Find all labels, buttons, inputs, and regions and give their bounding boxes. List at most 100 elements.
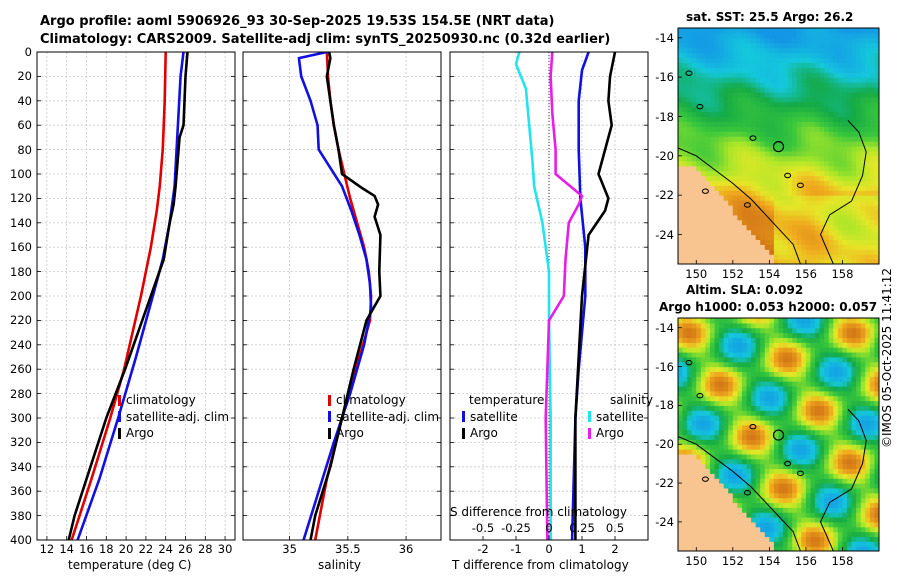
- map-cell: [723, 332, 729, 339]
- map-cell: [815, 57, 821, 64]
- map-cell: [815, 405, 821, 411]
- y-tick-label: 380: [10, 508, 32, 523]
- map-cell: [700, 439, 707, 445]
- map-cell: [682, 453, 688, 460]
- map-cell: [778, 439, 784, 445]
- panel-frame: [449, 51, 649, 541]
- map-cell: [691, 160, 697, 167]
- map-cell: [741, 72, 748, 78]
- map-cell: [714, 47, 720, 54]
- map-cell: [719, 57, 725, 64]
- map-cell: [801, 32, 807, 39]
- map-cell: [778, 453, 784, 460]
- map-cell: [819, 512, 825, 518]
- map-cell: [837, 400, 844, 406]
- map-cell: [819, 67, 825, 73]
- map-cell: [796, 390, 802, 397]
- map-cell: [746, 32, 752, 39]
- map-cell: [719, 165, 725, 172]
- map-cell: [760, 209, 766, 216]
- map-cell: [760, 121, 766, 127]
- map-cell: [714, 415, 720, 421]
- coastline: [678, 435, 801, 551]
- map-cell: [737, 209, 743, 216]
- map-cell: [705, 395, 711, 402]
- map-cell: [796, 512, 802, 518]
- map-cell: [828, 111, 834, 118]
- map-cell: [751, 478, 757, 484]
- map-cell: [833, 87, 839, 93]
- map-cell: [696, 337, 702, 343]
- map-cell: [769, 87, 775, 93]
- map-cell: [773, 121, 780, 127]
- y-tick-label: 240: [10, 337, 32, 352]
- map-cell: [769, 453, 775, 460]
- map-cell: [833, 327, 839, 334]
- map-cell: [869, 487, 876, 494]
- map-cell: [769, 385, 775, 392]
- map-cell: [714, 244, 720, 250]
- map-cell: [700, 405, 707, 411]
- map-cell: [824, 492, 830, 499]
- map-cell: [805, 254, 812, 260]
- map-cell: [751, 497, 757, 504]
- map-cell: [833, 517, 839, 523]
- map-cell: [874, 37, 879, 44]
- map-cell: [687, 337, 693, 343]
- map-cell: [687, 322, 693, 329]
- map-cell: [705, 126, 711, 132]
- map-cell: [741, 249, 748, 255]
- map-cell: [842, 82, 848, 88]
- map-cell: [719, 32, 725, 39]
- map-cell: [678, 37, 684, 44]
- map-cell: [732, 57, 738, 64]
- map-cell: [755, 87, 761, 93]
- map-cell: [847, 468, 853, 474]
- map-cell: [705, 390, 711, 397]
- map-cell: [682, 28, 688, 34]
- map-cell: [696, 531, 702, 538]
- map-cell: [778, 131, 784, 137]
- map-cell: [869, 439, 876, 445]
- map-cell: [691, 405, 697, 411]
- map-cell: [719, 424, 725, 431]
- map-cell: [760, 180, 766, 186]
- map-cell: [737, 91, 743, 98]
- map-cell: [737, 327, 743, 334]
- map-cell: [815, 512, 821, 518]
- map-cell: [769, 351, 775, 358]
- map-cell: [865, 224, 871, 231]
- map-cell: [687, 229, 693, 236]
- map-cell: [792, 351, 798, 358]
- map-cell: [847, 385, 853, 392]
- map-cell: [824, 244, 830, 250]
- map-cell: [682, 205, 688, 211]
- map-cell: [678, 521, 684, 528]
- map-cell: [815, 82, 821, 88]
- map-cell: [764, 381, 770, 387]
- map-cell: [723, 405, 729, 411]
- map-cell: [810, 190, 816, 196]
- map-cell: [705, 146, 711, 152]
- map-cell: [755, 52, 761, 59]
- map-cell: [851, 385, 857, 392]
- map-cell: [787, 405, 793, 411]
- map-cell: [696, 259, 702, 264]
- map-cell: [828, 96, 834, 103]
- map-cell: [746, 546, 752, 551]
- map-cell: [746, 219, 752, 226]
- map-cell: [691, 165, 697, 172]
- map-cell: [837, 52, 844, 59]
- map-cell: [856, 361, 862, 368]
- map-cell: [732, 371, 738, 377]
- map-cell: [728, 121, 734, 127]
- map-cell: [691, 116, 697, 123]
- map-cell: [691, 390, 697, 397]
- map-cell: [700, 546, 707, 551]
- map-cell: [778, 57, 784, 64]
- map-cell: [810, 356, 816, 363]
- map-cell: [719, 546, 725, 551]
- map-cell: [847, 429, 853, 436]
- map-cell: [783, 37, 789, 44]
